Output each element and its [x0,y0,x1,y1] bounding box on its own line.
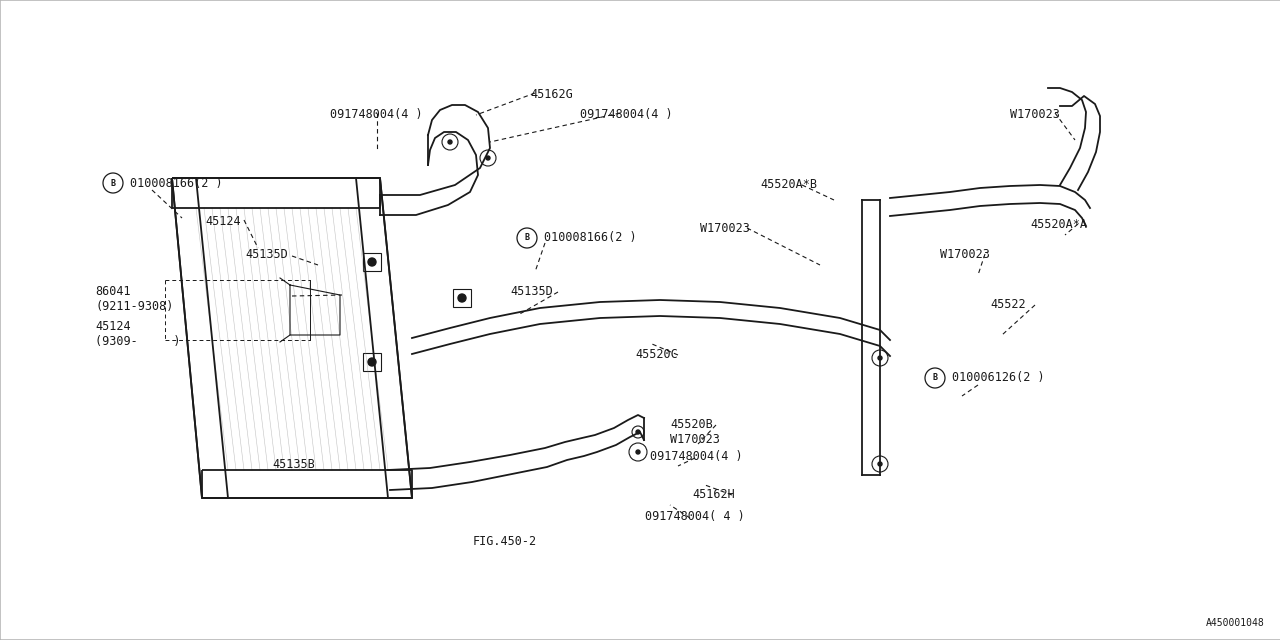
Text: A450001048: A450001048 [1206,618,1265,628]
Text: 45162G: 45162G [530,88,572,101]
Bar [364,353,381,371]
Circle shape [878,356,882,360]
Text: 45124: 45124 [205,215,241,228]
Text: 45522: 45522 [989,298,1025,311]
Text: (9211-9308): (9211-9308) [95,300,173,313]
Text: 86041: 86041 [95,285,131,298]
Circle shape [369,258,376,266]
Text: 091748004(4 ): 091748004(4 ) [650,450,742,463]
Text: W170023: W170023 [940,248,989,261]
Circle shape [636,450,640,454]
Text: 45520C: 45520C [635,348,677,361]
Circle shape [636,430,640,434]
Text: (9309-     ): (9309- ) [95,335,180,348]
Text: 010008166(2 ): 010008166(2 ) [131,177,223,189]
Text: B: B [933,374,937,383]
Text: W170023: W170023 [669,433,719,446]
Text: 45135D: 45135D [244,248,288,261]
Text: 091748004(4 ): 091748004(4 ) [580,108,672,121]
Text: W170023: W170023 [1010,108,1060,121]
Text: 45520A*A: 45520A*A [1030,218,1087,231]
Circle shape [458,294,466,302]
Bar [453,289,471,307]
Text: FIG.450-2: FIG.450-2 [474,535,538,548]
Text: 45135D: 45135D [509,285,553,298]
Circle shape [486,156,490,160]
Text: 010008166(2 ): 010008166(2 ) [544,232,636,244]
Text: 091748004( 4 ): 091748004( 4 ) [645,510,745,523]
Text: B: B [525,234,530,243]
Text: 45135B: 45135B [273,458,315,471]
Bar [364,253,381,271]
Text: 091748004(4 ): 091748004(4 ) [330,108,422,121]
Text: 45520A*B: 45520A*B [760,178,817,191]
Circle shape [878,462,882,466]
Text: 010006126(2 ): 010006126(2 ) [952,371,1044,385]
Circle shape [369,358,376,366]
Text: 45520B: 45520B [669,418,713,431]
Text: 45124: 45124 [95,320,131,333]
Text: B: B [110,179,115,188]
Text: 45162H: 45162H [692,488,735,501]
Circle shape [448,140,452,144]
Text: W170023: W170023 [700,222,750,235]
